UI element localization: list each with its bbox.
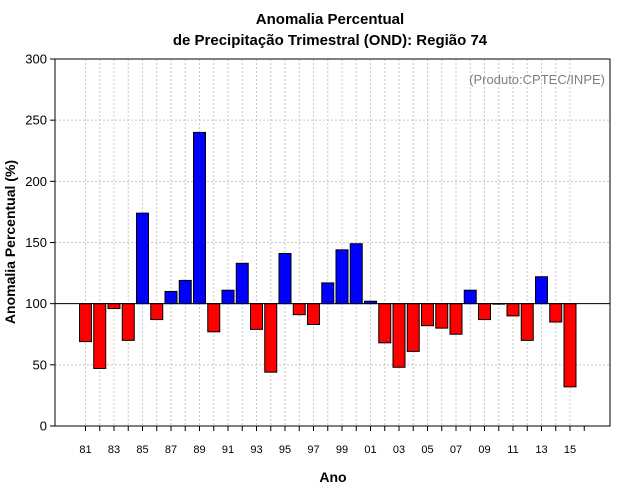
bar-15 xyxy=(563,303,577,388)
x-tick-label: 11 xyxy=(507,444,518,456)
bar-97 xyxy=(307,303,320,325)
x-tick-label: 15 xyxy=(564,444,576,456)
y-tick-label: 250 xyxy=(25,113,47,128)
bar-86 xyxy=(150,303,164,321)
y-tick-label: 300 xyxy=(25,52,47,67)
bar-84 xyxy=(121,303,135,341)
x-tick-label: 03 xyxy=(393,444,405,456)
bar-05 xyxy=(421,303,434,327)
bar-04 xyxy=(406,303,420,352)
bar-02 xyxy=(378,303,392,344)
x-tick-label: 81 xyxy=(79,444,91,456)
x-tick-label: 09 xyxy=(478,444,490,456)
y-tick-label: 0 xyxy=(40,419,47,434)
y-tick-label: 50 xyxy=(33,357,47,372)
bar-07 xyxy=(449,303,463,335)
x-tick-label: 07 xyxy=(450,444,462,456)
bar-94 xyxy=(264,303,278,373)
bar-12 xyxy=(520,303,534,341)
x-tick-label: 87 xyxy=(165,444,177,456)
bar-90 xyxy=(207,303,221,333)
x-tick-label: 13 xyxy=(535,444,547,456)
x-tick-label: 99 xyxy=(336,444,348,456)
x-tick-label: 83 xyxy=(108,444,120,456)
y-tick-label: 200 xyxy=(25,174,47,189)
bar-08 xyxy=(463,289,477,305)
source-annotation: (Produto:CPTEC/INPE) xyxy=(469,72,605,87)
x-tick-label: 93 xyxy=(250,444,262,456)
x-tick-label: 85 xyxy=(136,444,148,456)
bar-83 xyxy=(107,303,121,310)
bar-00 xyxy=(349,243,363,305)
bar-89 xyxy=(193,131,206,305)
bars xyxy=(79,131,577,388)
bar-13 xyxy=(535,276,548,305)
chart-title-line2: de Precipitação Trimestral (OND): Região… xyxy=(173,32,488,49)
bar-09 xyxy=(478,303,491,321)
x-tick-label: 05 xyxy=(421,444,433,456)
y-tick-label: 150 xyxy=(25,235,47,250)
bar-81 xyxy=(79,303,92,343)
bar-91 xyxy=(221,289,235,305)
bar-03 xyxy=(392,303,406,368)
bar-14 xyxy=(549,303,563,323)
bar-99 xyxy=(335,249,349,305)
x-tick-label: 91 xyxy=(222,444,234,456)
y-axis-label: Anomalia Percentual (%) xyxy=(2,160,18,324)
x-axis-label: Ano xyxy=(319,469,346,485)
bar-96 xyxy=(292,303,306,316)
bar-85 xyxy=(136,212,149,305)
bar-87 xyxy=(164,290,178,305)
bar-93 xyxy=(250,303,263,330)
bar-11 xyxy=(506,303,520,317)
bar-82 xyxy=(93,303,107,370)
bar-95 xyxy=(278,253,292,305)
x-tick-label: 89 xyxy=(193,444,205,456)
y-tick-label: 100 xyxy=(25,296,47,311)
bar-88 xyxy=(178,279,192,305)
x-tick-label: 95 xyxy=(279,444,291,456)
bar-98 xyxy=(321,282,335,305)
bar-06 xyxy=(435,303,449,329)
x-tick-label: 01 xyxy=(364,444,376,456)
bar-92 xyxy=(235,262,249,305)
chart-title-line1: Anomalia Percentual xyxy=(256,11,404,28)
x-tick-label: 97 xyxy=(307,444,319,456)
